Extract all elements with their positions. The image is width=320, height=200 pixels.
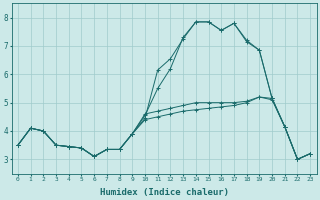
X-axis label: Humidex (Indice chaleur): Humidex (Indice chaleur) — [100, 188, 228, 197]
